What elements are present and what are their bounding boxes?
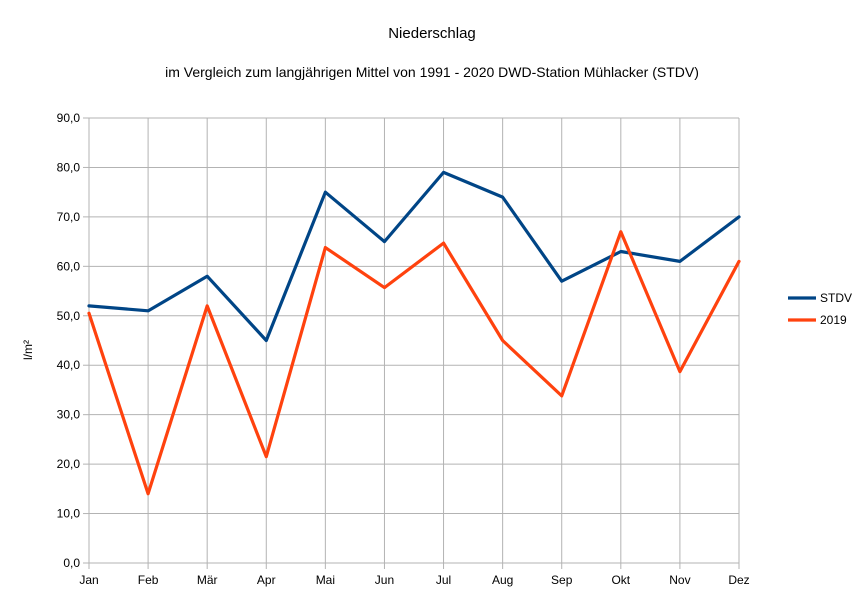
legend: STDV 2019 xyxy=(788,291,852,327)
x-tick-label: Nov xyxy=(669,573,690,587)
data-point xyxy=(265,339,268,342)
x-tick-label: Jun xyxy=(375,573,394,587)
x-tick-label: Okt xyxy=(611,573,630,587)
data-point xyxy=(678,370,682,373)
data-point xyxy=(87,312,91,315)
legend-label: 2019 xyxy=(820,313,847,327)
x-tick-label: Jul xyxy=(436,573,451,587)
series-lines xyxy=(87,170,741,496)
x-tick-label: Dez xyxy=(728,573,749,587)
y-tick-label: 40,0 xyxy=(57,358,81,372)
x-tick-label: Jan xyxy=(79,573,98,587)
data-point xyxy=(205,275,209,278)
chart-subtitle: im Vergleich zum langjährigen Mittel von… xyxy=(165,64,699,80)
y-axis-ticks: 0,0 10,0 20,0 30,0 40,0 50,0 60,0 70,0 80,0 90,0 xyxy=(57,111,81,570)
x-tick-label: Mär xyxy=(197,573,218,587)
data-point xyxy=(205,304,209,308)
data-point xyxy=(324,190,327,194)
data-point xyxy=(146,309,150,313)
data-point xyxy=(442,171,445,174)
plot-grid xyxy=(83,117,740,569)
y-tick-label: 70,0 xyxy=(57,210,81,224)
y-tick-label: 10,0 xyxy=(57,507,81,521)
data-point xyxy=(383,240,386,243)
data-point xyxy=(383,286,386,289)
x-tick-label: Sep xyxy=(551,573,573,587)
y-tick-label: 90,0 xyxy=(57,111,81,125)
data-point xyxy=(265,455,268,458)
y-tick-label: 60,0 xyxy=(57,259,81,273)
y-tick-label: 0,0 xyxy=(63,556,80,570)
x-tick-label: Feb xyxy=(138,573,159,587)
y-tick-label: 20,0 xyxy=(57,457,81,471)
data-point xyxy=(87,304,91,308)
data-point xyxy=(678,260,682,263)
y-tick-label: 30,0 xyxy=(57,408,81,422)
data-point xyxy=(324,246,327,249)
data-point xyxy=(501,339,504,342)
x-tick-label: Mai xyxy=(316,573,335,587)
data-point xyxy=(737,260,741,263)
legend-label: STDV xyxy=(820,291,852,305)
y-axis-label: l/m² xyxy=(21,340,35,360)
y-tick-label: 50,0 xyxy=(57,309,81,323)
series-line-2019 xyxy=(87,230,741,496)
chart-title: Niederschlag xyxy=(388,25,476,42)
data-point xyxy=(442,241,445,245)
x-axis-ticks: Jan Feb Mär Apr Mai Jun Jul Aug Sep Okt Nov Dez xyxy=(79,573,749,587)
data-point xyxy=(619,230,623,233)
data-point xyxy=(146,492,150,495)
data-point xyxy=(737,215,741,219)
data-point xyxy=(619,250,623,253)
data-point xyxy=(501,195,504,199)
y-tick-label: 80,0 xyxy=(57,160,81,174)
x-tick-label: Aug xyxy=(492,573,513,587)
x-tick-label: Apr xyxy=(257,573,276,587)
data-point xyxy=(560,394,563,398)
data-point xyxy=(560,279,563,283)
